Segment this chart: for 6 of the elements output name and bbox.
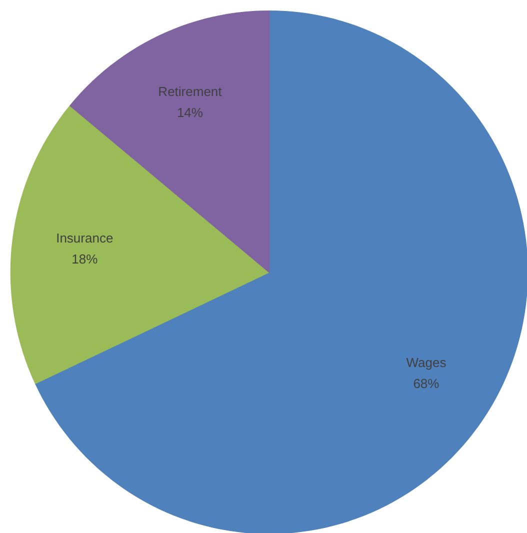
slice-label: Retirement (158, 84, 222, 100)
data-label: 68% (413, 376, 440, 392)
data-label: 18% (72, 252, 98, 267)
data-label: 14% (176, 105, 204, 120)
slice-label: Wages (406, 355, 447, 370)
slice-label: Insurance (56, 230, 114, 246)
